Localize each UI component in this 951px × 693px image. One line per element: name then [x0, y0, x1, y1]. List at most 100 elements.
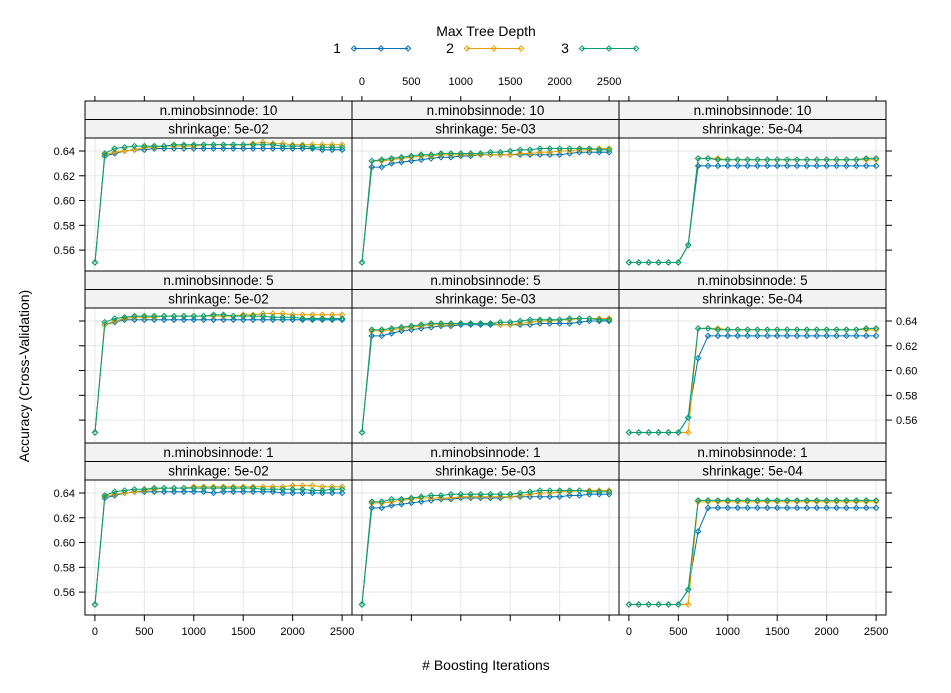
strip-shrinkage-label: shrinkage: 5e-04: [702, 122, 803, 137]
panel-2: n.minobsinnode: 10 shrinkage: 5e-03 0 500 10…: [351, 76, 621, 274]
series-line-1: [94, 319, 343, 433]
series-3-point-10: [724, 156, 732, 163]
series-3-point-18: [269, 485, 277, 493]
series-1-point-7: [160, 316, 168, 324]
series-1-point-2: [378, 163, 385, 171]
series-2-point-12: [210, 483, 217, 491]
panel-8: n.minobsinnode: 1 shrinkage: 5e-03: [351, 442, 620, 621]
series-3-point-22: [309, 143, 316, 151]
panel-1: n.minobsinnode: 10 shrinkage: 5e-02 0.56 0.…: [54, 96, 353, 274]
legend-marker-1-2: [404, 45, 412, 52]
series-2-point-2: [111, 490, 118, 498]
x-tick-label-bottom-1500: 1500: [765, 626, 789, 638]
series-2-point-21: [299, 482, 306, 489]
panel-9: n.minobsinnode: 1 shrinkage: 5e-04 0 500 100…: [618, 442, 892, 638]
series-3-point-17: [259, 485, 267, 493]
series-3-point-14: [230, 484, 237, 492]
x-tick-label-bottom-0: 0: [92, 626, 98, 638]
strip-shrinkage-label: shrinkage: 5e-02: [168, 292, 269, 307]
series-3-point-4: [131, 485, 138, 493]
series-3-point-23: [853, 497, 860, 504]
series-3-point-3: [121, 313, 128, 321]
series-2-point-13: [220, 483, 227, 491]
series-3-point-14: [497, 318, 504, 326]
series-3-point-15: [239, 312, 247, 320]
series-3-point-23: [853, 326, 860, 333]
x-tick-label-top-0: 0: [359, 76, 365, 88]
series-1-point-9: [180, 145, 188, 152]
series-1-point-4: [131, 316, 138, 324]
strip-shrinkage-label: shrinkage: 5e-03: [435, 122, 536, 137]
series-3-point-16: [516, 317, 524, 325]
series-1-point-8: [704, 504, 712, 512]
series-3-point-25: [605, 316, 613, 324]
series-1-point-23: [853, 332, 860, 340]
series-3-point-1: [635, 601, 643, 608]
series-2-point-18: [536, 489, 544, 497]
series-3-point-20: [289, 142, 296, 150]
series-3-point-11: [467, 150, 474, 157]
series-1-point-14: [230, 316, 237, 324]
series-3-point-16: [516, 489, 524, 497]
series-3-point-17: [793, 326, 801, 333]
series-1-point-14: [764, 332, 771, 340]
series-1-point-14: [230, 488, 237, 496]
series-3-point-24: [595, 316, 603, 324]
series-3-point-20: [289, 313, 296, 321]
series-3-point-8: [170, 312, 178, 320]
series-1-point-6: [417, 498, 425, 505]
series-3-point-7: [694, 155, 702, 162]
series-3-point-8: [704, 497, 712, 504]
series-1-point-11: [734, 162, 741, 170]
series-2-point-4: [131, 488, 138, 496]
panel-frame: [618, 479, 887, 616]
series-3-point-11: [467, 490, 474, 498]
series-3-point-11: [734, 497, 741, 504]
series-2-point-16: [249, 483, 257, 491]
strip-shrinkage-label: shrinkage: 5e-04: [702, 464, 803, 479]
series-2-point-14: [497, 151, 504, 159]
series-3-point-6: [417, 151, 425, 159]
strip-minobsinnode-label: n.minobsinnode: 10: [160, 103, 278, 118]
series-3-point-13: [487, 320, 494, 327]
series-3-point-6: [150, 484, 158, 492]
series-1-point-17: [259, 145, 267, 152]
series-3-point-4: [131, 312, 138, 320]
series-1-point-5: [408, 326, 415, 333]
series-3-point-14: [764, 156, 771, 163]
series-3-point-17: [526, 316, 534, 324]
x-tick-label-bottom-2000: 2000: [280, 626, 304, 638]
series-3-point-16: [516, 146, 524, 154]
series-1-point-14: [230, 145, 237, 152]
series-3-point-12: [744, 326, 751, 333]
series-3-point-7: [160, 484, 168, 492]
series-3-point-22: [309, 315, 316, 322]
series-3-point-8: [704, 325, 712, 332]
series-1-point-12: [210, 489, 217, 497]
series-1-point-15: [239, 145, 247, 152]
legend-entry-1: 1: [333, 40, 412, 56]
series-3-point-23: [319, 315, 326, 322]
series-3-point-25: [872, 325, 880, 332]
strip-shrinkage-label: shrinkage: 5e-03: [435, 292, 536, 307]
series-3-point-21: [833, 326, 840, 333]
x-axis-title: # Boosting Iterations: [422, 657, 550, 673]
series-3-point-0: [91, 429, 99, 436]
series-1-point-24: [595, 490, 603, 498]
x-tick-label-top-1500: 1500: [498, 76, 522, 88]
series-1-point-11: [200, 145, 207, 152]
series-3-point-23: [853, 156, 860, 163]
series-1-point-17: [793, 162, 801, 170]
series-2-point-19: [546, 489, 554, 497]
series-1-point-18: [269, 488, 277, 496]
series-1-point-17: [526, 321, 534, 329]
y-tick-label-right-0.64: 0.64: [896, 316, 917, 328]
series-3-point-0: [358, 601, 366, 608]
series-1-point-20: [556, 493, 563, 501]
series-1-point-5: [408, 157, 415, 165]
series-1-point-1: [368, 504, 376, 512]
series-3-point-7: [427, 151, 435, 159]
series-3-point-2: [378, 156, 385, 163]
series-3-point-21: [833, 497, 840, 504]
